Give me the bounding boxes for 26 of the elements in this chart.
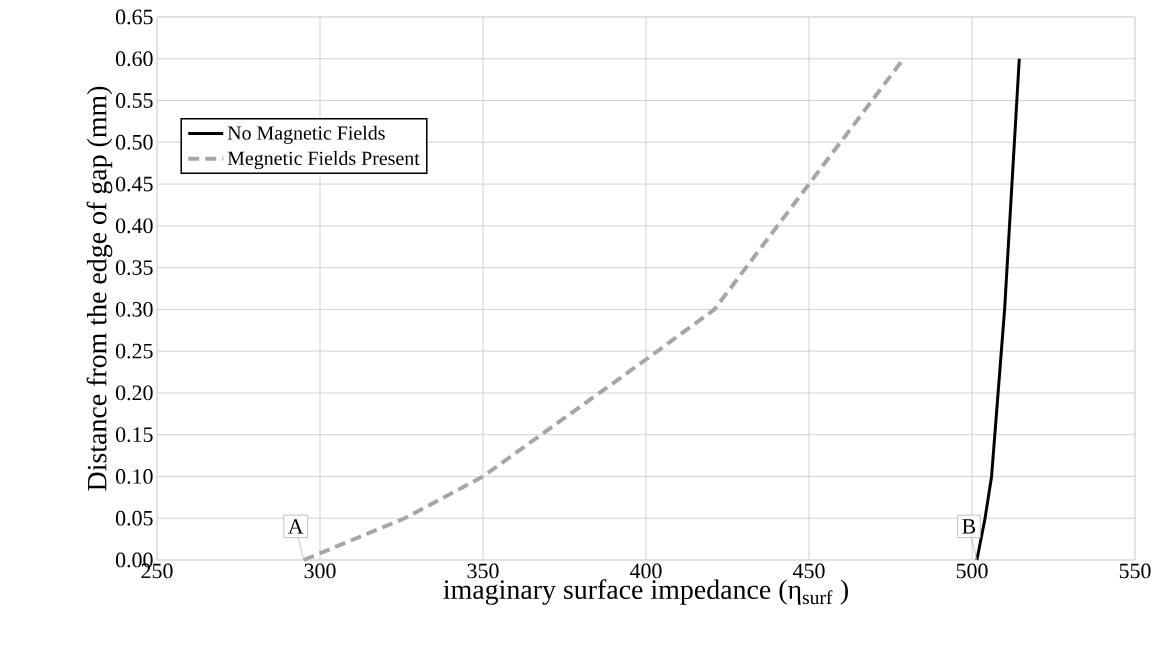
x-tick-label: 400 bbox=[629, 563, 662, 579]
y-tick-label: 0.45 bbox=[115, 176, 153, 192]
y-axis-title: Distance from the edge of gap (mm) bbox=[86, 86, 113, 491]
legend-label: Megnetic Fields Present bbox=[227, 151, 420, 170]
line-series bbox=[975, 57, 1021, 562]
x-tick-label: 550 bbox=[1119, 563, 1151, 579]
y-tick-label: 0.30 bbox=[115, 301, 153, 317]
y-tick-label: 0.15 bbox=[115, 427, 153, 443]
annotation: B bbox=[962, 519, 976, 534]
y-tick-label: 0.25 bbox=[115, 343, 153, 359]
y-tick-label: 0.10 bbox=[115, 469, 153, 484]
x-axis-title: imaginary surface impedance (η$_{surf}$ ) bbox=[443, 579, 848, 605]
x-tick-label: 300 bbox=[304, 563, 336, 579]
x-tick-label: 350 bbox=[467, 563, 499, 579]
y-tick-label: 0.65 bbox=[115, 9, 153, 25]
x-tick-label: 500 bbox=[956, 563, 988, 579]
y-tick-label: 0.05 bbox=[115, 510, 153, 526]
x-tick-label: 450 bbox=[792, 563, 825, 579]
y-tick-label: 0.50 bbox=[115, 134, 153, 150]
legend-label: No Magnetic Fields bbox=[227, 125, 385, 144]
y-tick-label: 0.60 bbox=[115, 51, 153, 67]
y-tick-label: 0.35 bbox=[115, 260, 153, 276]
annotation: A bbox=[288, 519, 304, 534]
y-tick-label: 0.55 bbox=[115, 93, 153, 108]
y-tick-label: 0.20 bbox=[115, 385, 153, 401]
y-tick-label: 0.40 bbox=[115, 218, 153, 234]
